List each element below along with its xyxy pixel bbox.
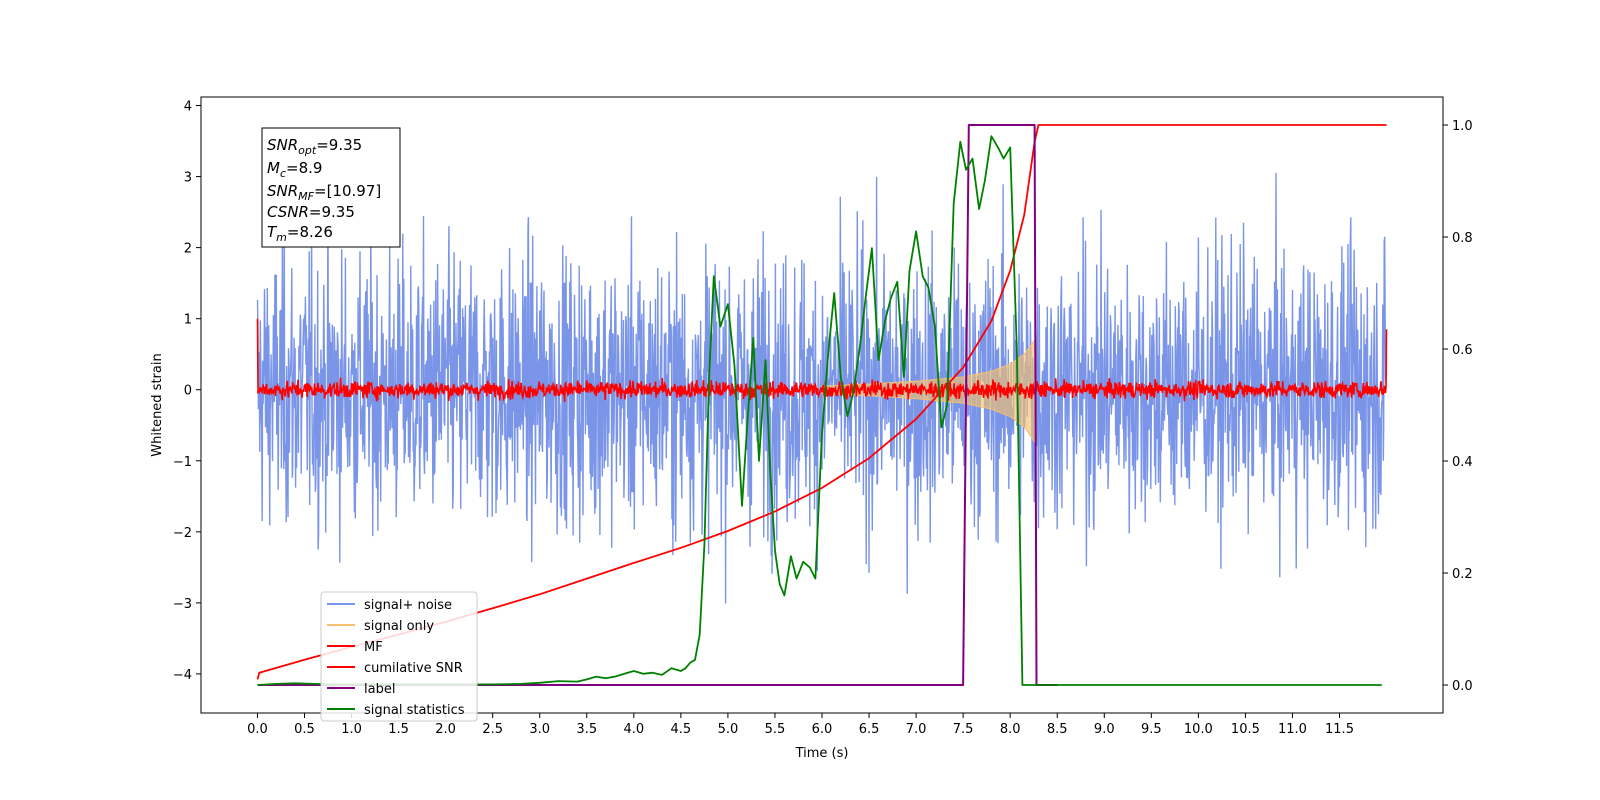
x-tick-label: 1.0 [341,722,362,737]
series-layer [256,124,1388,686]
x-tick-label: 3.5 [576,722,597,737]
info-csnr: CSNR=9.35 [267,203,355,221]
x-tick-label: 8.5 [1047,722,1068,737]
legend-entry-label: signal only [364,619,434,634]
y-tick-label: −3 [173,597,192,612]
x-tick-label: 11.0 [1278,722,1307,737]
legend-frame [320,591,478,722]
y2-tick-label: 1.0 [1452,119,1473,134]
y-tick-label: 4 [184,100,192,115]
legend-entry-label: MF [364,640,383,655]
y-tick-label: −2 [173,526,192,541]
series-signal-noise [256,172,1388,604]
y2-axis-ticks: 0.0 0.2 0.4 0.6 0.8 1.0 [1443,119,1473,694]
x-tick-label: 4.0 [623,722,644,737]
y-axis-label: Whitened strain [150,353,165,456]
series-mf [256,318,1388,402]
y2-tick-label: 0.4 [1452,455,1473,470]
y2-tick-label: 0.2 [1452,567,1473,582]
y2-tick-label: 0.8 [1452,231,1473,246]
info-box: SNRopt=9.35 Mc=8.9 SNRMF=[10.97] CSNR=9.… [261,127,401,248]
legend: signal+ noise signal only MF cumilative SNR… [320,591,478,722]
x-tick-label: 5.0 [718,722,739,737]
info-box-frame [261,127,401,248]
x-tick-label: 10.5 [1231,722,1260,737]
y2-tick-label: 0.0 [1452,679,1473,694]
y-tick-label: 1 [184,313,192,328]
x-tick-label: 2.5 [482,722,503,737]
info-chirp-mass: Mc=8.9 [267,159,322,180]
y-tick-label: 3 [184,171,192,186]
x-tick-label: 9.0 [1094,722,1115,737]
x-axis-ticks: 0.0 0.5 1.0 1.5 2.0 2.5 3.0 3.5 4.0 4.5 5.0 5.5 6.0 6… [247,713,1354,737]
x-axis-label: Time (s) [795,746,849,761]
y2-tick-label: 0.6 [1452,343,1473,358]
x-tick-label: 11.5 [1325,722,1354,737]
x-tick-label: 5.5 [765,722,786,737]
x-tick-label: 1.5 [388,722,409,737]
y-tick-label: 0 [184,384,192,399]
x-tick-label: 3.0 [529,722,550,737]
y-tick-label: −1 [173,455,192,470]
x-tick-label: 0.0 [247,722,268,737]
x-tick-label: 9.5 [1141,722,1162,737]
x-tick-label: 6.5 [859,722,880,737]
y-tick-label: 2 [184,242,192,257]
y-axis-ticks: −4 −3 −2 −1 0 1 2 3 4 [173,100,201,683]
info-merger-time: Tm=8.26 [267,223,333,244]
x-tick-label: 10.0 [1184,722,1213,737]
x-tick-label: 4.5 [671,722,692,737]
x-tick-label: 8.0 [1000,722,1021,737]
series-signal-statistics [257,135,1382,686]
x-tick-label: 7.5 [953,722,974,737]
legend-entry-label: label [364,682,395,697]
info-snr-mf: SNRMF=[10.97] [267,182,381,203]
x-tick-label: 6.0 [812,722,833,737]
y-tick-label: −4 [173,668,192,683]
x-tick-label: 2.0 [435,722,456,737]
x-tick-label: 0.5 [294,722,315,737]
legend-entry-label: cumilative SNR [364,661,463,676]
legend-entry-label: signal+ noise [364,598,452,613]
x-tick-label: 7.0 [906,722,927,737]
legend-entry-label: signal statistics [364,703,465,718]
info-snr-opt: SNRopt=9.35 [267,136,362,157]
